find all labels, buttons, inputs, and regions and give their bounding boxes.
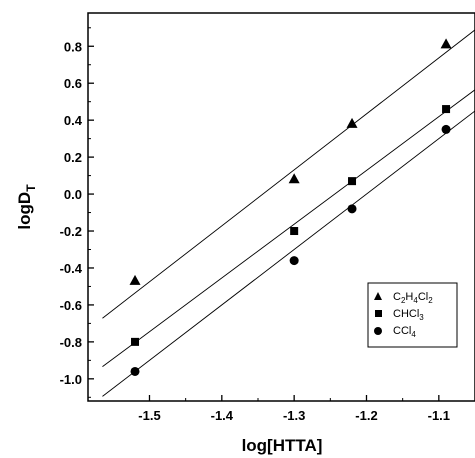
y-tick-label: -0.6 — [60, 298, 82, 313]
data-point-triangle — [129, 274, 141, 285]
legend-label-chcl3: CHCl3 — [393, 308, 424, 322]
data-point-triangle — [288, 173, 300, 184]
data-point-circle — [347, 204, 357, 214]
fit-lines — [102, 29, 475, 397]
y-tick-label: 0.2 — [64, 150, 82, 165]
legend: C2H4Cl2 CHCl3 CCl4 — [367, 282, 458, 348]
legend-marker-circle — [374, 327, 382, 335]
y-tick-label: 0.6 — [64, 76, 82, 91]
x-tick-label: -1.5 — [138, 408, 160, 423]
y-tick-label: -1.0 — [60, 372, 82, 387]
legend-box — [367, 282, 458, 348]
legend-label-c2h4cl2: C2H4Cl2 — [393, 291, 433, 305]
fit-line — [102, 110, 475, 397]
y-tick-label: 0.4 — [64, 113, 83, 128]
x-axis-title: log[HTTA] — [242, 436, 323, 455]
y-tick-label: -0.4 — [60, 261, 83, 276]
data-point-circle — [289, 256, 299, 266]
y-tick-label: 0.0 — [64, 187, 82, 202]
data-point-triangle — [346, 117, 358, 128]
legend-marker-square — [375, 310, 382, 317]
data-point-square — [442, 105, 451, 114]
x-tick-label: -1.4 — [211, 408, 234, 423]
legend-label-ccl4: CCl4 — [393, 325, 416, 339]
y-axis-title: logDT — [15, 184, 38, 230]
data-point-square — [131, 337, 140, 346]
x-tick-label: -1.2 — [355, 408, 377, 423]
y-tick-label: -0.2 — [60, 224, 82, 239]
data-point-triangle — [440, 38, 452, 49]
fit-line — [102, 89, 475, 368]
x-tick-label: -1.3 — [283, 408, 305, 423]
y-axis: -1.0 -0.8 -0.6 -0.4 -0.2 0.0 0.2 0.4 0.6 0.8 — [60, 27, 94, 398]
data-point-circle — [441, 124, 451, 134]
data-markers — [129, 38, 452, 376]
data-point-circle — [130, 366, 140, 376]
plot-frame — [87, 12, 475, 402]
x-tick-label: -1.1 — [428, 408, 450, 423]
y-tick-label: 0.8 — [64, 39, 82, 54]
data-point-square — [348, 177, 357, 186]
data-point-square — [290, 227, 299, 236]
y-tick-label: -0.8 — [60, 335, 82, 350]
fit-line — [102, 29, 475, 319]
x-axis: -1.5 -1.4 -1.3 -1.2 -1.1 — [138, 395, 450, 423]
legend-marker-triangle — [374, 292, 382, 300]
